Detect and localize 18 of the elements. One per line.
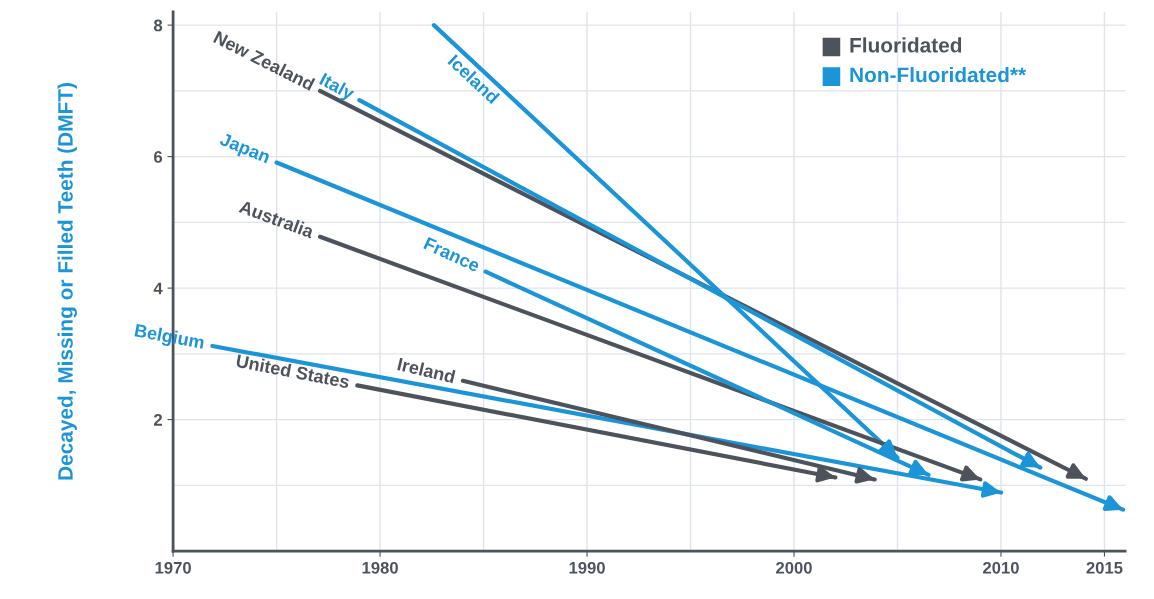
y-axis-title: Decayed, Missing or Filled Teeth (DMFT) <box>57 83 78 480</box>
y-tick-label: 6 <box>154 151 163 163</box>
text: Japan <box>217 132 271 167</box>
y-tick-label: 4 <box>153 282 163 295</box>
x-tick-label: 1970 <box>155 561 191 574</box>
text: Ireland <box>397 357 456 384</box>
text: Belgium <box>133 323 205 353</box>
annotation: Fluoridated <box>850 37 962 53</box>
text: United States <box>235 353 350 389</box>
x-tick-label: 2000 <box>776 561 812 574</box>
text: Italy <box>317 72 356 104</box>
x-tick-label: 1990 <box>569 561 605 574</box>
y-tick-label: 2 <box>153 413 163 426</box>
x-tick-label: 1980 <box>362 561 398 574</box>
y-tick-label: 8 <box>153 19 163 32</box>
annotation: Non-Fluoridated** <box>850 66 1027 83</box>
x-tick-label: 2010 <box>983 561 1019 574</box>
x-tick-label: 2015 <box>1086 561 1123 574</box>
